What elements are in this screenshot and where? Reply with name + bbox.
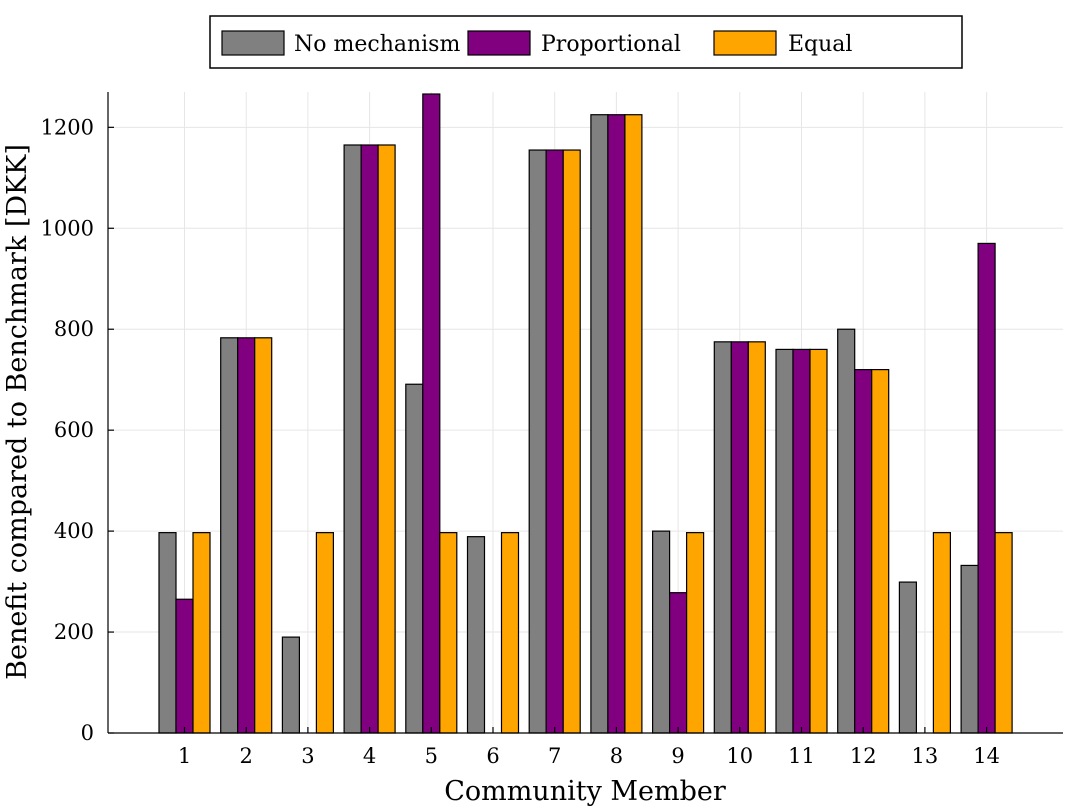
x-tick-label: 5 <box>425 744 438 768</box>
x-tick-label: 4 <box>363 744 376 768</box>
bar-no-mechanism-member-11 <box>775 348 794 734</box>
bar-equal-member-2 <box>254 337 273 734</box>
bar-no-mechanism-member-8 <box>590 114 609 734</box>
bar-proportional-member-10 <box>730 341 749 734</box>
bar-equal-member-10 <box>747 341 766 734</box>
bar-proportional-member-11 <box>792 348 811 734</box>
bar-no-mechanism-member-5 <box>405 383 424 734</box>
x-tick-label: 1 <box>178 744 191 768</box>
bar-equal-member-11 <box>809 348 828 734</box>
bar-no-mechanism-member-12 <box>837 328 856 734</box>
x-tick-label: 3 <box>301 744 314 768</box>
bar-proportional-member-8 <box>607 114 626 734</box>
bar-no-mechanism-member-3 <box>281 636 300 734</box>
bar-no-mechanism-member-4 <box>343 144 362 734</box>
x-tick-label: 10 <box>726 744 753 768</box>
bar-no-mechanism-member-1 <box>158 532 177 734</box>
x-tick-label: 12 <box>850 744 877 768</box>
bar-equal-member-4 <box>377 144 396 734</box>
x-tick-label: 13 <box>912 744 939 768</box>
x-tick-label: 2 <box>240 744 253 768</box>
x-tick-label: 7 <box>548 744 561 768</box>
y-tick-label: 800 <box>54 317 94 341</box>
y-tick-label: 200 <box>54 620 94 644</box>
bar-proportional-member-2 <box>237 337 256 734</box>
bar-equal-member-5 <box>439 532 458 734</box>
bar-equal-member-7 <box>562 149 581 734</box>
y-tick-label: 1200 <box>41 115 94 139</box>
bar-proportional-member-12 <box>854 368 873 734</box>
bar-no-mechanism-member-6 <box>466 536 486 734</box>
legend-swatch-proportional <box>467 30 531 56</box>
y-tick-label: 600 <box>54 418 94 442</box>
bar-equal-member-12 <box>871 368 890 734</box>
legend-label-no-mechanism: No mechanism <box>294 32 460 57</box>
x-tick-label: 11 <box>788 744 815 768</box>
bar-proportional-member-5 <box>422 93 441 734</box>
bar-equal-member-1 <box>192 532 211 734</box>
bar-equal-member-8 <box>624 114 643 734</box>
bar-proportional-member-14 <box>977 242 996 734</box>
legend-swatch-no-mechanism <box>221 30 285 56</box>
bar-proportional-member-1 <box>175 598 194 734</box>
bar-equal-member-9 <box>685 532 705 734</box>
y-axis-title: Benefit compared to Benchmark [DKK] <box>2 144 33 680</box>
bar-proportional-member-4 <box>360 144 379 734</box>
bar-no-mechanism-member-9 <box>651 530 671 734</box>
bar-equal-member-3 <box>315 532 334 734</box>
bar-equal-member-14 <box>994 532 1013 734</box>
x-axis-title: Community Member <box>444 776 726 807</box>
bar-no-mechanism-member-13 <box>898 581 918 734</box>
legend-label-proportional: Proportional <box>541 32 681 57</box>
bar-equal-member-6 <box>500 532 520 734</box>
x-tick-label: 9 <box>671 744 684 768</box>
y-tick-label: 0 <box>81 721 94 745</box>
legend: No mechanism Proportional Equal <box>209 15 963 69</box>
x-tick-label: 6 <box>486 744 499 768</box>
legend-label-equal: Equal <box>788 32 852 57</box>
bar-no-mechanism-member-14 <box>960 564 979 734</box>
bar-proportional-member-9 <box>668 592 688 734</box>
legend-swatch-equal <box>713 30 777 56</box>
bar-no-mechanism-member-10 <box>713 341 732 734</box>
bar-no-mechanism-member-2 <box>220 337 239 734</box>
y-tick-label: 1000 <box>41 216 94 240</box>
x-tick-label: 14 <box>973 744 1000 768</box>
bar-proportional-member-7 <box>545 149 564 734</box>
bar-equal-member-13 <box>932 532 952 734</box>
y-tick-label: 400 <box>54 519 94 543</box>
legend-frame <box>209 15 963 69</box>
bar-no-mechanism-member-7 <box>528 149 547 734</box>
x-tick-label: 8 <box>610 744 623 768</box>
axes <box>107 92 1063 734</box>
bars <box>158 93 1013 734</box>
